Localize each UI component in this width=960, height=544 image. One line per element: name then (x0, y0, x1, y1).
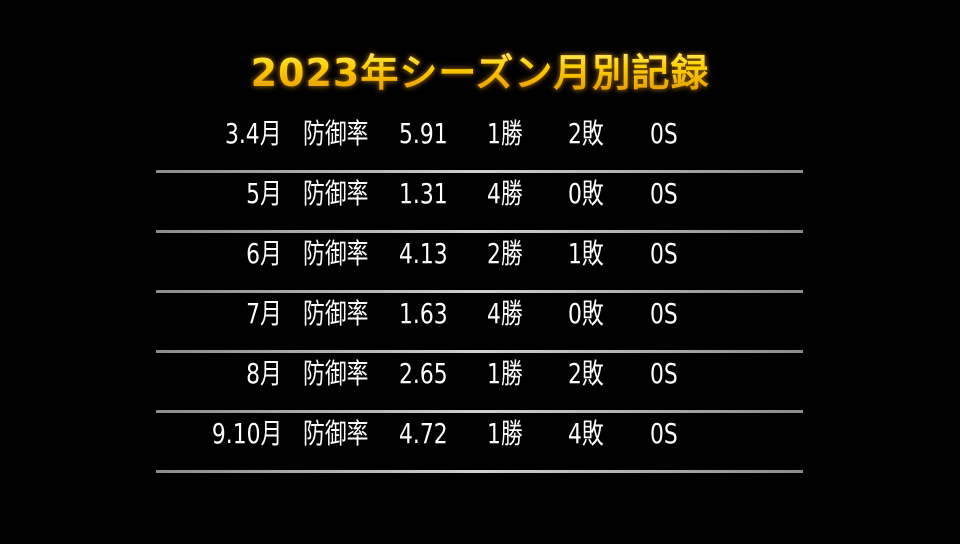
month: 3.4月 (225, 117, 282, 150)
month: 6月 (246, 237, 282, 270)
era-label: 防御率 (303, 417, 369, 450)
month: 7月 (246, 297, 282, 330)
row-divider (156, 290, 803, 293)
era-value: 5.91 (399, 117, 448, 150)
losses: 4敗 (568, 417, 604, 450)
record-row: 7月 防御率 1.63 4勝 0敗 0S (156, 293, 803, 353)
saves: 0S (650, 177, 678, 210)
month: 5月 (246, 177, 282, 210)
record-row: 9.10月 防御率 4.72 1勝 4敗 0S (156, 413, 803, 473)
era-label: 防御率 (303, 237, 369, 270)
era-value: 1.63 (399, 297, 448, 330)
record-row: 6月 防御率 4.13 2勝 1敗 0S (156, 233, 803, 293)
losses: 1敗 (568, 237, 604, 270)
month: 9.10月 (211, 417, 282, 450)
era-value: 4.13 (399, 237, 448, 270)
row-divider (156, 470, 803, 473)
losses: 0敗 (568, 177, 604, 210)
era-label: 防御率 (303, 177, 369, 210)
wins: 1勝 (487, 357, 523, 390)
wins: 1勝 (487, 117, 523, 150)
saves: 0S (650, 237, 678, 270)
row-divider (156, 350, 803, 353)
row-divider (156, 410, 803, 413)
page-title: 2023年シーズン月別記録 (0, 42, 960, 97)
wins: 4勝 (487, 177, 523, 210)
row-divider (156, 230, 803, 233)
era-value: 1.31 (399, 177, 448, 210)
losses: 2敗 (568, 357, 604, 390)
era-value: 4.72 (399, 417, 448, 450)
saves: 0S (650, 417, 678, 450)
era-label: 防御率 (303, 297, 369, 330)
wins: 1勝 (487, 417, 523, 450)
losses: 0敗 (568, 297, 604, 330)
era-label: 防御率 (303, 357, 369, 390)
saves: 0S (650, 297, 678, 330)
wins: 4勝 (487, 297, 523, 330)
losses: 2敗 (568, 117, 604, 150)
record-row: 8月 防御率 2.65 1勝 2敗 0S (156, 353, 803, 413)
saves: 0S (650, 117, 678, 150)
saves: 0S (650, 357, 678, 390)
month: 8月 (246, 357, 282, 390)
row-divider (156, 170, 803, 173)
record-row: 3.4月 防御率 5.91 1勝 2敗 0S (156, 113, 803, 173)
record-row: 5月 防御率 1.31 4勝 0敗 0S (156, 173, 803, 233)
era-value: 2.65 (399, 357, 448, 390)
wins: 2勝 (487, 237, 523, 270)
era-label: 防御率 (303, 117, 369, 150)
